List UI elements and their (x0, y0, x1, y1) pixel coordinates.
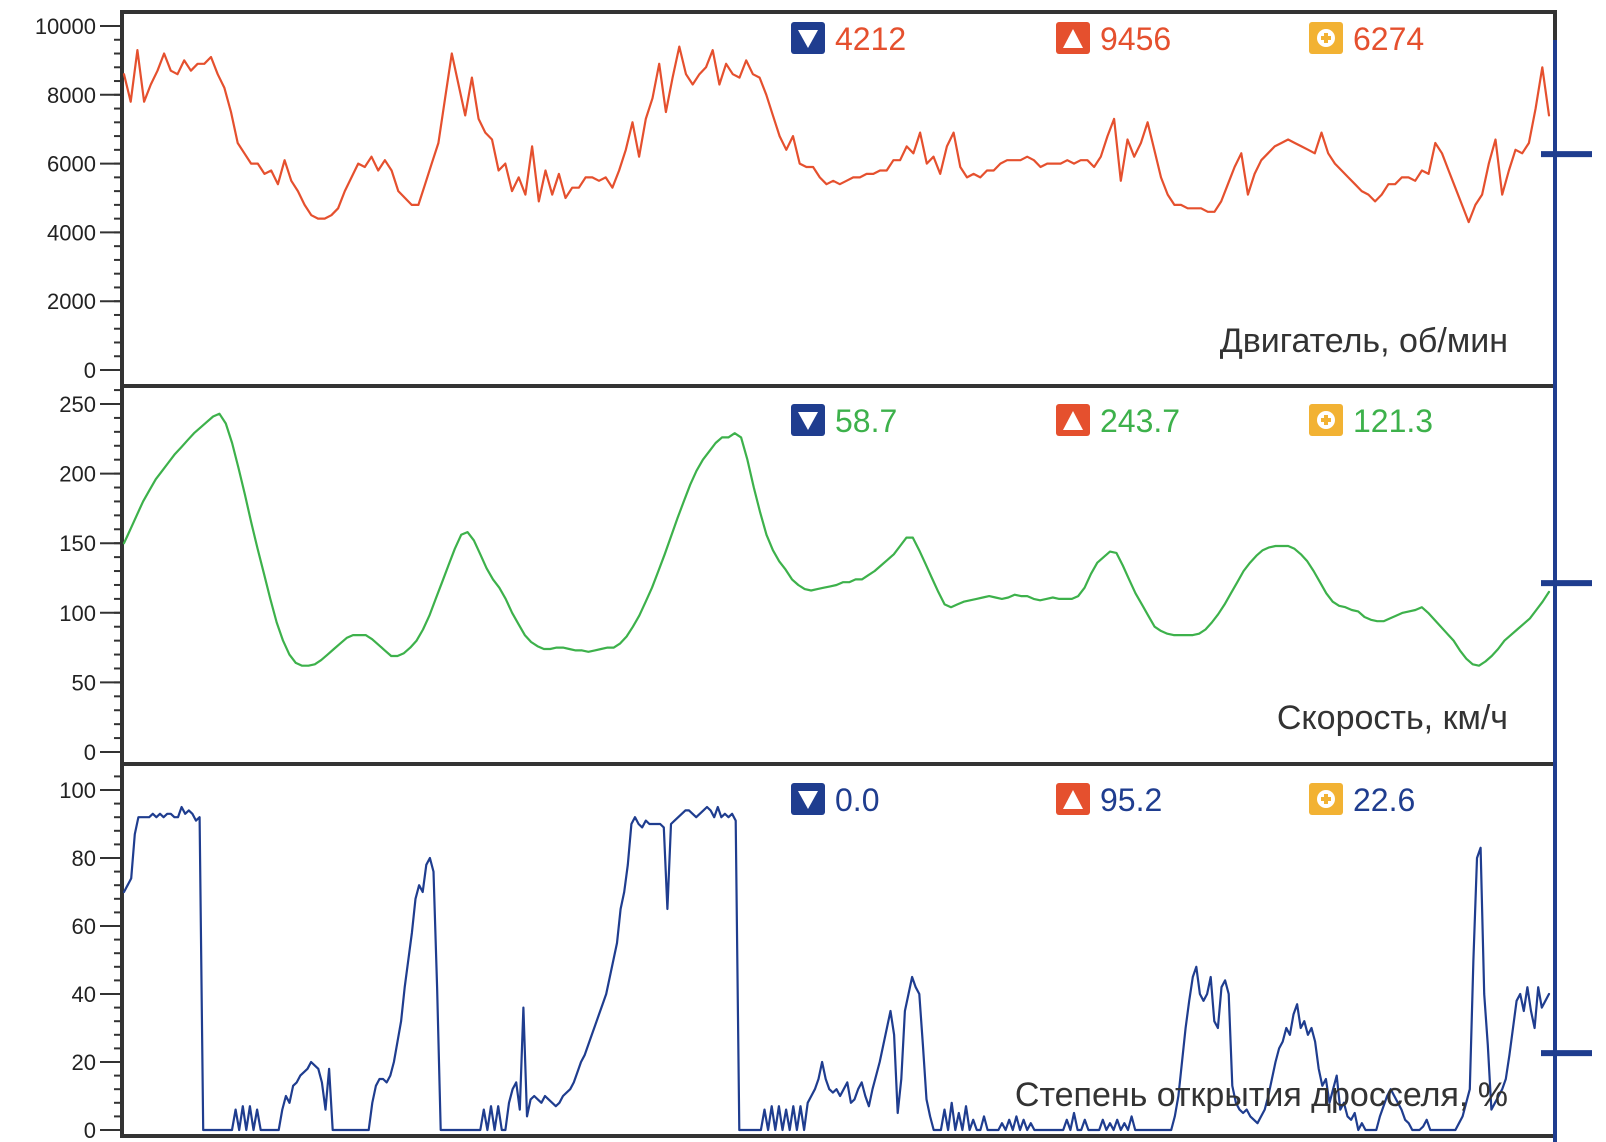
series-line-rpm (122, 45, 1551, 224)
triangle-down-icon (791, 783, 825, 815)
average-icon (1309, 404, 1343, 436)
panel-label-rpm: Двигатель, об/мин (1220, 322, 1508, 360)
y-tick-label-throttle-100: 100 (59, 778, 96, 803)
triangle-up-icon (1056, 22, 1090, 54)
y-tick-label-rpm-2000: 2000 (47, 289, 96, 314)
stat-avg-throttle: 22.6 (1353, 782, 1415, 818)
series-line-throttle (122, 805, 1551, 1132)
y-tick-label-speed-50: 50 (72, 670, 96, 695)
y-tick-label-throttle-60: 60 (72, 914, 96, 939)
y-tick-label-speed-150: 150 (59, 531, 96, 556)
y-tick-label-speed-100: 100 (59, 601, 96, 626)
panel-label-speed: Скорость, км/ч (1277, 699, 1508, 737)
stat-min-speed: 58.7 (835, 403, 897, 439)
average-icon (1309, 783, 1343, 815)
y-tick-label-rpm-6000: 6000 (47, 152, 96, 177)
series-line-speed (122, 412, 1551, 667)
y-tick-label-rpm-10000: 10000 (35, 14, 96, 39)
y-tick-label-rpm-8000: 8000 (47, 83, 96, 108)
triangle-up-icon (1056, 783, 1090, 815)
panel-throttle: 0 20 40 60 80 100 Степень открытия дросселя, %… (59, 762, 1592, 1142)
y-tick-label-speed-0: 0 (84, 740, 96, 765)
stat-min-throttle: 0.0 (835, 782, 879, 818)
triangle-down-icon (791, 404, 825, 436)
y-tick-label-throttle-40: 40 (72, 982, 96, 1007)
average-icon (1309, 22, 1343, 54)
panel-label-throttle: Степень открытия дросселя, % (1015, 1076, 1508, 1114)
y-tick-label-speed-200: 200 (59, 462, 96, 487)
triangle-up-icon (1056, 404, 1090, 436)
triangle-down-icon (791, 22, 825, 54)
y-tick-label-throttle-80: 80 (72, 846, 96, 871)
y-tick-label-throttle-0: 0 (84, 1118, 96, 1142)
y-tick-label-rpm-0: 0 (84, 358, 96, 383)
y-tick-label-speed-250: 250 (59, 392, 96, 417)
stat-max-rpm: 9456 (1100, 21, 1171, 57)
stat-max-throttle: 95.2 (1100, 782, 1162, 818)
y-tick-label-rpm-4000: 4000 (47, 220, 96, 245)
stat-min-rpm: 4212 (835, 21, 906, 57)
y-tick-label-throttle-20: 20 (72, 1050, 96, 1075)
stat-max-speed: 243.7 (1100, 403, 1180, 439)
stat-avg-rpm: 6274 (1353, 21, 1424, 57)
stat-avg-speed: 121.3 (1353, 403, 1433, 439)
